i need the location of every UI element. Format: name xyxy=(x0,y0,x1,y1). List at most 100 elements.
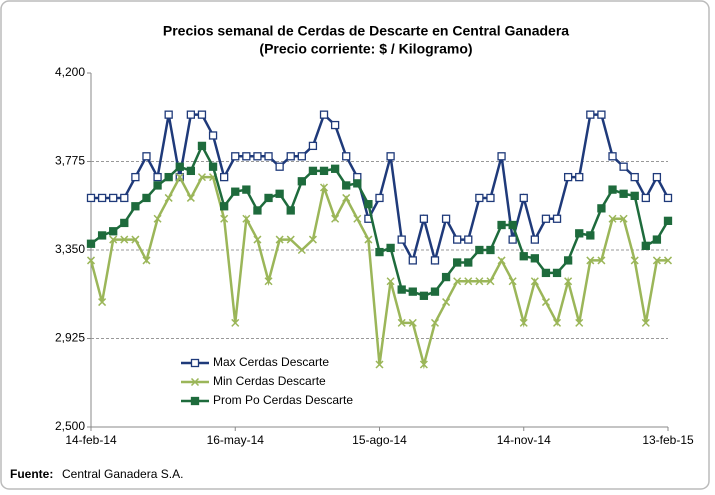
marker xyxy=(497,152,506,161)
marker xyxy=(563,172,573,182)
y-tick-label: 3,350 xyxy=(55,242,85,256)
y-tick-label: 2,500 xyxy=(55,419,85,433)
x-tick-label: 15-ago-14 xyxy=(352,433,407,447)
chart-subtitle: (Precio corriente: $ / Kilogramo) xyxy=(259,41,472,57)
marker xyxy=(419,360,428,369)
marker xyxy=(153,181,162,190)
marker xyxy=(342,193,351,202)
marker xyxy=(508,235,517,244)
marker xyxy=(541,268,551,278)
marker xyxy=(608,214,617,223)
marker xyxy=(253,235,262,244)
marker xyxy=(186,166,196,176)
marker xyxy=(464,277,473,286)
marker xyxy=(190,396,200,406)
marker xyxy=(231,187,240,196)
marker xyxy=(308,235,317,244)
marker xyxy=(441,214,451,223)
marker xyxy=(308,166,318,176)
marker xyxy=(190,358,200,368)
marker xyxy=(408,287,417,296)
marker xyxy=(486,193,495,203)
marker xyxy=(508,277,517,286)
marker xyxy=(508,220,517,230)
marker xyxy=(330,120,340,130)
marker xyxy=(397,318,406,327)
marker xyxy=(231,318,240,327)
marker xyxy=(553,318,562,327)
marker xyxy=(197,173,206,182)
marker xyxy=(663,216,673,225)
marker xyxy=(475,277,484,286)
marker xyxy=(541,214,551,223)
marker xyxy=(453,277,462,286)
marker xyxy=(353,179,362,188)
marker xyxy=(586,256,595,265)
marker xyxy=(641,241,650,250)
marker xyxy=(419,291,429,300)
marker xyxy=(519,193,528,203)
marker xyxy=(297,245,306,255)
legend-label: Min Cerdas Descarte xyxy=(213,374,326,388)
marker xyxy=(86,256,96,265)
marker xyxy=(430,287,440,296)
marker xyxy=(464,235,473,244)
marker xyxy=(630,172,639,182)
marker xyxy=(652,235,662,244)
marker xyxy=(453,258,462,267)
marker xyxy=(275,235,284,244)
marker xyxy=(530,235,539,244)
marker xyxy=(109,235,118,244)
marker xyxy=(430,318,440,327)
marker xyxy=(608,152,617,161)
marker xyxy=(153,172,162,182)
marker xyxy=(120,235,129,244)
marker xyxy=(330,164,340,173)
marker xyxy=(397,285,406,294)
marker xyxy=(630,191,639,201)
marker xyxy=(297,152,306,161)
marker xyxy=(464,258,473,267)
marker xyxy=(530,277,539,286)
marker xyxy=(142,256,151,265)
marker xyxy=(220,214,229,223)
marker xyxy=(197,141,207,151)
marker xyxy=(597,110,606,119)
marker xyxy=(164,172,173,182)
marker xyxy=(619,189,628,198)
marker xyxy=(641,193,650,203)
marker xyxy=(109,227,118,236)
marker xyxy=(386,277,395,286)
marker xyxy=(208,131,218,140)
marker xyxy=(375,247,384,257)
x-tick-label: 14-feb-14 xyxy=(65,433,117,447)
marker xyxy=(353,214,362,223)
marker xyxy=(264,193,273,203)
marker xyxy=(190,377,200,387)
marker xyxy=(186,110,196,119)
marker xyxy=(97,193,107,203)
marker xyxy=(220,172,229,182)
marker xyxy=(575,229,584,238)
marker xyxy=(175,173,184,182)
marker xyxy=(286,206,295,215)
marker xyxy=(408,318,417,327)
marker xyxy=(408,256,417,265)
marker xyxy=(175,162,184,171)
marker xyxy=(197,110,207,119)
marker xyxy=(397,235,406,244)
marker xyxy=(641,318,650,327)
marker xyxy=(386,152,395,161)
marker xyxy=(342,152,351,161)
marker xyxy=(286,235,295,244)
marker xyxy=(486,245,495,255)
marker xyxy=(109,193,118,203)
marker xyxy=(575,318,584,327)
marker xyxy=(242,214,251,223)
marker xyxy=(564,277,573,286)
marker xyxy=(164,193,173,202)
marker xyxy=(430,256,440,265)
marker xyxy=(131,235,140,244)
